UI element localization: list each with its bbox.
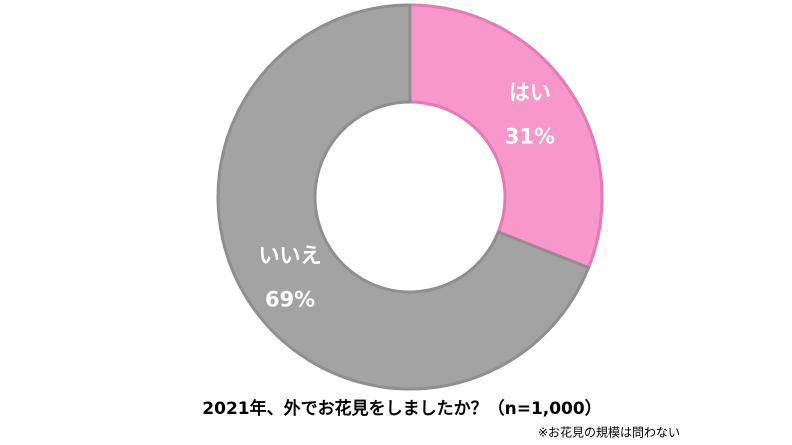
donut-segment — [408, 3, 604, 270]
segment-value-label: 31% — [505, 124, 555, 148]
segment-value-label: 69% — [265, 288, 315, 312]
chart-title: 2021年、外でお花見をしましたか？（n=1,000） — [202, 398, 601, 419]
segment-label: いいえ — [259, 244, 322, 268]
segment-label: はい — [509, 80, 551, 104]
donut-segment — [216, 3, 591, 391]
chart-note: ※お花見の規模は問わない — [538, 425, 680, 440]
